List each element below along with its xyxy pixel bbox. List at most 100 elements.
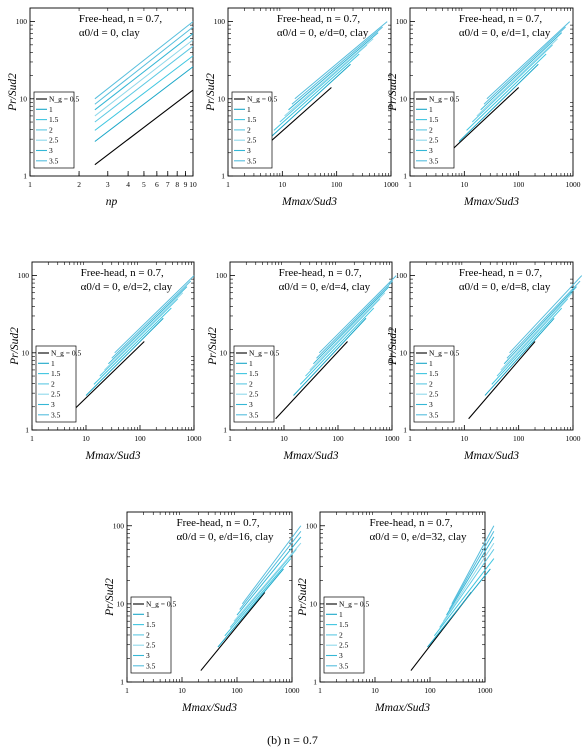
x-tick-label: 1000	[187, 434, 202, 443]
x-axis-label: Mmax/Sud3	[463, 450, 519, 462]
x-tick-label: 1	[408, 180, 412, 189]
series-line-4	[496, 298, 569, 377]
x-tick-label: 1	[30, 434, 34, 443]
legend-label: 2.5	[51, 390, 61, 399]
legend-label: N_g = 0.5	[247, 95, 278, 104]
legend-label: 3.5	[247, 156, 257, 165]
panel-annotation-line1: Free-head, n = 0.7,	[177, 517, 260, 529]
series-line-5	[284, 38, 374, 117]
x-axis-label: Mmax/Sud3	[283, 450, 339, 462]
series-line-1	[64, 341, 145, 420]
series-line-2	[293, 317, 367, 396]
series-line-4	[471, 44, 553, 123]
x-tick-label: 1000	[566, 434, 581, 443]
legend-label: 2	[146, 630, 150, 639]
series-line-5	[104, 292, 184, 371]
x-axis-label: Mmax/Sud3	[181, 702, 237, 714]
x-tick-label: 8	[175, 180, 179, 189]
x-tick-label: 1	[28, 180, 32, 189]
series-line-7	[94, 26, 194, 105]
legend-label: 1.5	[247, 115, 257, 124]
y-tick-label: 100	[16, 17, 28, 26]
x-tick-label: 6	[155, 180, 159, 189]
x-tick-label: 10	[461, 180, 469, 189]
legend-label: 1.5	[339, 620, 349, 629]
series-line-6	[94, 33, 194, 111]
y-tick-label: 100	[18, 271, 30, 280]
series-line-3	[433, 558, 495, 637]
legend-label: 2.5	[247, 136, 257, 145]
plot-frame	[319, 511, 486, 683]
legend-label: 3.5	[49, 156, 59, 165]
panel-annotation-line1: Free-head, n = 0.7,	[81, 267, 164, 279]
x-tick-label: 4	[126, 180, 130, 189]
legend-label: 2	[429, 379, 433, 388]
legend-label: 1	[249, 359, 253, 368]
legend-label: 2	[247, 125, 251, 134]
legend-label: 2.5	[429, 136, 439, 145]
y-tick-label: 10	[310, 599, 318, 608]
y-tick-label: 10	[117, 599, 125, 608]
legend-label: 1.5	[49, 115, 59, 124]
x-tick-label: 100	[332, 434, 344, 443]
series-line-5	[309, 292, 386, 371]
legend-label: 1	[51, 359, 55, 368]
panel-annotation-line2: α0/d = 0, e/d=16, clay	[177, 531, 274, 543]
legend-label: 2.5	[429, 390, 439, 399]
legend-label: N_g = 0.5	[51, 349, 82, 358]
series-line-8	[94, 21, 194, 100]
chart-panel-3: 1 10 100 1000 1 10 100 Free-head, n = 0.7, α0/d …	[387, 7, 581, 208]
y-axis-label: Pr/Sud2	[104, 578, 116, 617]
series-line-8	[451, 525, 495, 605]
y-tick-label: 1	[120, 678, 124, 687]
series-line-6	[288, 32, 379, 111]
panel-annotation-line2: α0/d = 0, e/d=1, clay	[459, 27, 551, 39]
x-tick-label: 1	[226, 180, 230, 189]
panel-annotation-line1: Free-head, n = 0.7,	[370, 517, 453, 529]
series-line-7	[291, 26, 383, 105]
y-tick-label: 1	[223, 426, 227, 435]
series-line-7	[239, 530, 302, 610]
legend-label: 3.5	[429, 156, 439, 165]
x-tick-label: 1	[318, 686, 322, 695]
legend-label: 3	[429, 400, 433, 409]
x-tick-label: 1	[408, 434, 412, 443]
x-tick-label: 5	[142, 180, 146, 189]
legend-label: 3	[146, 651, 150, 660]
x-tick-label: 1	[125, 686, 129, 695]
chart-panel-5: 1 10 100 1000 1 10 100 Free-head, n = 0.7, α0/d …	[207, 261, 400, 462]
y-tick-label: 1	[313, 678, 317, 687]
plot-frame	[126, 511, 293, 683]
y-tick-label: 10	[400, 94, 408, 103]
series-line-1	[200, 592, 266, 671]
legend-label: 1.5	[429, 369, 439, 378]
series-line-1	[94, 89, 194, 166]
y-tick-label: 10	[400, 348, 408, 357]
series-line-6	[480, 32, 563, 111]
panel-annotation-line1: Free-head, n = 0.7,	[79, 13, 162, 25]
series-line-6	[446, 536, 495, 616]
series-line-3	[224, 558, 292, 637]
legend-label: 1.5	[429, 115, 439, 124]
y-tick-label: 1	[403, 426, 407, 435]
y-tick-label: 100	[396, 271, 408, 280]
legend-label: 3.5	[146, 661, 156, 670]
plot-frame	[227, 7, 392, 177]
y-axis-label: Pr/Sud2	[9, 327, 21, 366]
y-tick-label: 10	[22, 348, 30, 357]
y-axis-label: Pr/Sud2	[207, 327, 219, 366]
y-tick-label: 10	[20, 94, 28, 103]
x-tick-label: 10	[461, 434, 469, 443]
x-tick-label: 2	[77, 180, 81, 189]
series-line-2	[85, 317, 164, 396]
series-line-4	[305, 298, 381, 377]
series-line-8	[241, 525, 302, 605]
series-line-8	[509, 275, 583, 354]
x-tick-label: 100	[424, 686, 436, 695]
legend-label: 3	[249, 400, 253, 409]
panel-annotation-line2: α0/d = 0, clay	[79, 27, 140, 39]
